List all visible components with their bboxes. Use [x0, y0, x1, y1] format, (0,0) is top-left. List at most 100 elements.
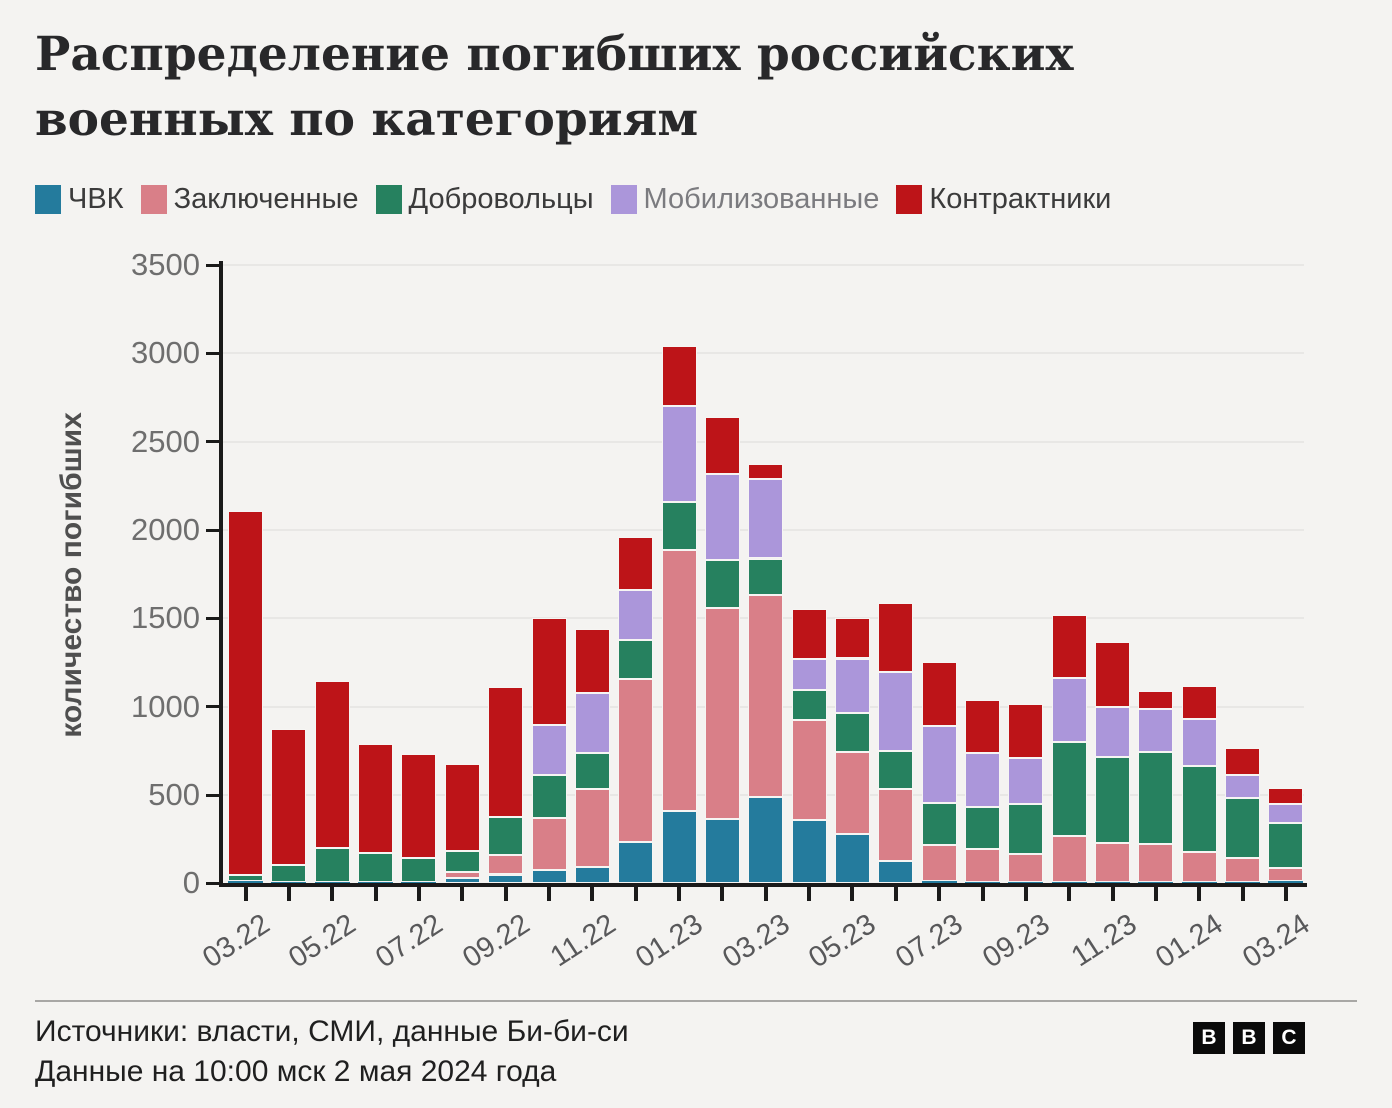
bar-01.24-segment-Добровольцы — [1181, 765, 1217, 852]
bar-07.22-segment-ЧВК — [401, 882, 437, 884]
bbc-logo-block-b1: B — [1193, 1022, 1225, 1054]
bar-03.24-segment-Мобилизованные — [1268, 804, 1304, 824]
bar-04.23-segment-Мобилизованные — [791, 659, 827, 691]
y-tick-label-1000: 1000 — [131, 688, 200, 724]
y-tick-2500 — [206, 440, 221, 444]
bar-02.24-segment-ЧВК — [1225, 882, 1261, 884]
x-tick-06.23 — [893, 887, 898, 901]
x-tick-03.22 — [243, 887, 248, 901]
legend-item-4: Контрактники — [896, 183, 1111, 216]
bar-11.23-segment-ЧВК — [1095, 881, 1130, 884]
bar-07.23-segment-Заключенные — [921, 845, 957, 881]
bar-02.24-segment-Заключенные — [1225, 858, 1261, 883]
bar-01.23-segment-ЧВК — [661, 811, 697, 884]
bar-08.22-segment-Контрактники — [444, 763, 480, 851]
bar-08.23-segment-ЧВК — [965, 881, 1000, 884]
bar-09.23-segment-ЧВК — [1008, 882, 1044, 884]
bar-02.24-segment-Добровольцы — [1225, 798, 1261, 859]
bar-06.22-segment-Контрактники — [358, 743, 394, 854]
bar-12.23-segment-ЧВК — [1138, 881, 1174, 884]
x-tick-label-07.22: 07.22 — [370, 908, 449, 975]
bar-05.23-segment-Мобилизованные — [834, 658, 870, 714]
chart-title-line-1: Распределение погибших российских — [35, 27, 1074, 82]
x-tick-07.22 — [416, 887, 421, 901]
bar-04.23-segment-Добровольцы — [791, 690, 827, 721]
footer-text: Источники: власти, СМИ, данные Би-би-си … — [35, 1012, 629, 1092]
bar-10.22-segment-Заключенные — [531, 817, 567, 871]
bar-08.23-segment-Контрактники — [965, 700, 1000, 753]
y-tick-label-2000: 2000 — [131, 512, 200, 547]
bar-04.22-segment-ЧВК — [271, 882, 307, 884]
bar-01.24-segment-Контрактники — [1181, 686, 1217, 720]
y-tick-3000 — [206, 351, 221, 355]
bar-06.23-segment-Мобилизованные — [878, 672, 914, 751]
x-tick-label-03.23: 03.23 — [716, 908, 796, 975]
source-line: Источники: власти, СМИ, данные Би-би-си — [35, 1015, 629, 1048]
bar-07.23-segment-Мобилизованные — [921, 726, 957, 803]
bar-12.23-segment-Контрактники — [1138, 691, 1174, 709]
gridline-3500 — [222, 264, 1304, 267]
legend-label-0: ЧВК — [68, 183, 124, 215]
y-tick-3500 — [206, 263, 221, 267]
bar-03.22-segment-Добровольцы — [228, 874, 263, 882]
bar-06.22-segment-Добровольцы — [358, 853, 394, 883]
x-tick-04.23 — [807, 887, 812, 901]
bar-02.24-segment-Мобилизованные — [1225, 775, 1261, 799]
bar-05.22-segment-ЧВК — [314, 882, 350, 884]
bar-06.23-segment-Добровольцы — [878, 751, 914, 790]
bar-03.24-segment-ЧВК — [1268, 880, 1304, 884]
bar-08.22-segment-Добровольцы — [444, 850, 480, 872]
bar-09.22-segment-Заключенные — [488, 855, 524, 875]
x-tick-11.23 — [1110, 887, 1115, 901]
x-tick-label-01.23: 01.23 — [630, 908, 709, 975]
y-axis-line — [219, 261, 223, 886]
gridline-3000 — [222, 352, 1304, 355]
x-tick-03.24 — [1283, 887, 1288, 901]
x-tick-03.23 — [763, 887, 768, 901]
bar-11.22-segment-Заключенные — [574, 789, 610, 868]
y-axis-title: количество погибших — [55, 412, 88, 738]
bar-02.23-segment-Контрактники — [704, 416, 740, 475]
legend: ЧВК Заключенные Добровольцы Мобилизованные К… — [35, 183, 1111, 216]
legend-item-0: ЧВК — [35, 183, 124, 216]
legend-label-2: Добровольцы — [408, 183, 594, 215]
x-tick-label-03.22: 03.22 — [196, 908, 275, 975]
bar-12.23-segment-Добровольцы — [1138, 751, 1174, 845]
x-tick-label-05.22: 05.22 — [283, 908, 362, 975]
bar-12.23-segment-Мобилизованные — [1138, 709, 1174, 752]
bar-03.22-segment-ЧВК — [228, 881, 263, 884]
bar-12.22-segment-Добровольцы — [618, 640, 654, 680]
bar-06.23-segment-Заключенные — [878, 789, 914, 861]
bar-08.22-segment-Заключенные — [444, 871, 480, 879]
bar-10.23-segment-Заключенные — [1051, 836, 1087, 882]
bar-07.22-segment-Добровольцы — [401, 857, 437, 883]
bar-03.23-segment-Добровольцы — [748, 558, 784, 596]
x-tick-04.22 — [286, 887, 291, 901]
legend-swatch-icon-3 — [610, 185, 637, 214]
bar-02.24-segment-Контрактники — [1225, 748, 1261, 776]
bar-05.22-segment-Добровольцы — [314, 848, 350, 883]
bar-02.23-segment-Заключенные — [704, 607, 740, 819]
x-tick-10.22 — [547, 887, 551, 901]
bbc-logo-block-b2: B — [1233, 1022, 1265, 1054]
bar-07.23-segment-Контрактники — [921, 661, 957, 727]
x-tick-01.24 — [1197, 887, 1202, 901]
x-tick-label-01.24: 01.24 — [1150, 908, 1229, 975]
y-tick-500 — [206, 793, 221, 797]
y-tick-label-3500: 3500 — [131, 247, 200, 283]
bar-03.23-segment-Заключенные — [748, 595, 784, 798]
x-tick-12.23 — [1153, 887, 1158, 901]
x-tick-06.22 — [373, 887, 378, 901]
bar-03.23-segment-Контрактники — [748, 463, 784, 480]
bar-10.22-segment-Мобилизованные — [531, 725, 567, 775]
legend-label-4: Контрактники — [929, 183, 1112, 215]
bbc-logo-block-c: C — [1273, 1022, 1305, 1054]
x-tick-label-09.23: 09.23 — [976, 908, 1056, 975]
bar-10.23-segment-Мобилизованные — [1051, 678, 1087, 742]
legend-item-2: Добровольцы — [375, 183, 594, 216]
bar-06.22-segment-ЧВК — [358, 882, 394, 884]
bar-09.23-segment-Добровольцы — [1008, 804, 1044, 855]
x-tick-label-07.23: 07.23 — [890, 908, 969, 975]
bar-08.23-segment-Мобилизованные — [965, 752, 1000, 807]
bar-04.23-segment-Заключенные — [791, 720, 827, 821]
